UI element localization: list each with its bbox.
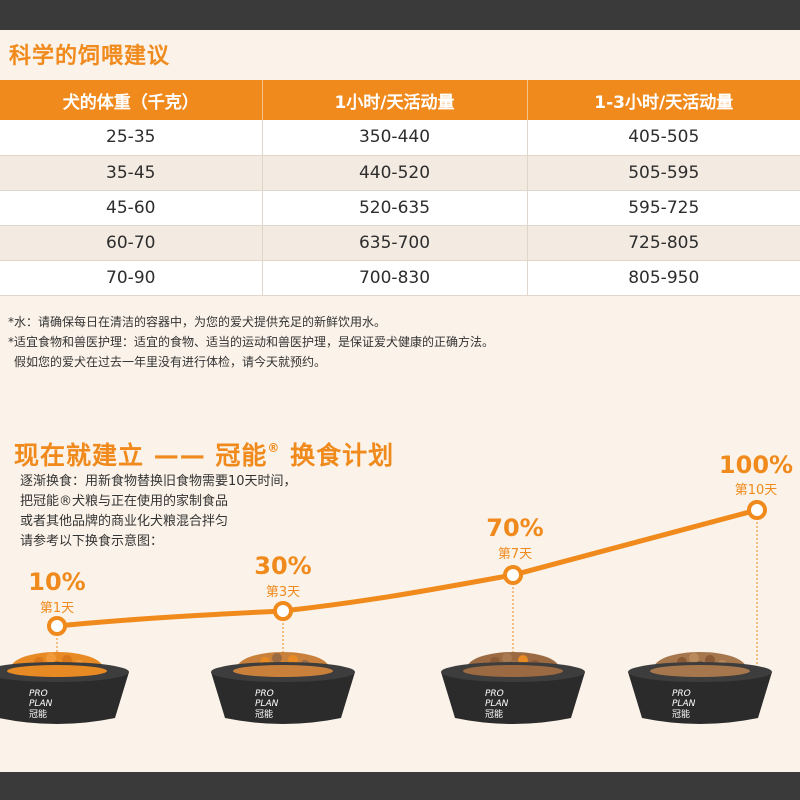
note-checkup: 假如您的爱犬在过去一年里没有进行体检，请今天就预约。 [14, 355, 327, 369]
stage-marker [503, 565, 523, 585]
table-header-row: 犬的体重（千克） 1小时/天活动量 1-3小时/天活动量 [0, 80, 800, 120]
cell-weight: 35-45 [0, 155, 262, 191]
header-weight: 犬的体重（千克） [0, 80, 262, 120]
registered-mark: ® [267, 441, 281, 455]
bowl-3: PRO PLAN 冠能 [441, 652, 585, 724]
note-care: *适宜食物和兽医护理：适宜的食物、适当的运动和兽医护理，是保证爱犬健康的正确方法… [8, 335, 495, 349]
feeding-title: 科学的饲喂建议 [9, 44, 171, 69]
bowl-brand-plan: PLAN [255, 699, 279, 709]
stage-percent: 10% [28, 568, 86, 596]
header-activity-1-3h: 1-3小时/天活动量 [526, 80, 800, 120]
bowl-brand-name: 冠能 [672, 708, 690, 720]
top-band [0, 0, 800, 30]
bowl-brand-pro: PRO [255, 689, 274, 699]
stage-marker [47, 616, 67, 636]
cell-1-3h: 725-805 [526, 225, 800, 261]
plan-title-suffix: 换食计划 [280, 441, 395, 470]
desc-line: 逐渐换食：用新食物替换旧食物需要10天时间， [20, 474, 297, 489]
cell-1-3h: 595-725 [526, 190, 800, 226]
desc-line: 请参考以下换食示意图： [20, 534, 164, 549]
stage-marker [273, 601, 293, 621]
bowl-brand-name: 冠能 [255, 708, 273, 720]
cell-weight: 60-70 [0, 225, 262, 261]
cell-weight: 70-90 [0, 260, 262, 296]
transition-curve [54, 507, 760, 629]
bowl-2: PRO PLAN 冠能 [211, 652, 355, 724]
cell-1h: 635-700 [261, 225, 527, 261]
bowl-brand-plan: PLAN [672, 699, 696, 709]
desc-line: 把冠能®犬粮与正在使用的家制食品 [20, 494, 229, 509]
cell-1h: 440-520 [261, 155, 527, 191]
cell-weight: 25-35 [0, 120, 262, 156]
bowl-1: PRO PLAN 冠能 [0, 652, 129, 724]
table-row: 45-60 520-635 595-725 [0, 190, 800, 226]
stage-marker [747, 500, 767, 520]
cell-1h: 350-440 [261, 120, 527, 156]
cell-1-3h: 405-505 [526, 120, 800, 156]
table-row: 70-90 700-830 805-950 [0, 260, 800, 296]
bowl-4: PRO PLAN 冠能 [628, 652, 772, 724]
cell-1-3h: 505-595 [526, 155, 800, 191]
cell-weight: 45-60 [0, 190, 262, 226]
cell-1h: 700-830 [261, 260, 527, 296]
header-activity-1h: 1小时/天活动量 [261, 80, 527, 120]
feeding-table: 犬的体重（千克） 1小时/天活动量 1-3小时/天活动量 25-35 350-4… [0, 80, 800, 296]
bowl-brand-name: 冠能 [29, 708, 47, 720]
plan-title: 现在就建立 —— 冠能® 换食计划 [14, 436, 394, 472]
plan-title-prefix: 现在就建立 —— 冠能 [14, 441, 268, 470]
stage-day: 第3天 [265, 585, 301, 600]
bowl-brand-plan: PLAN [485, 699, 509, 709]
bottom-band [0, 772, 800, 800]
table-row: 35-45 440-520 505-595 [0, 155, 800, 191]
table-row: 25-35 350-440 405-505 [0, 120, 800, 156]
stage-percent: 30% [254, 552, 312, 580]
bowl-brand-pro: PRO [485, 689, 504, 699]
stage-day: 第1天 [39, 601, 75, 616]
cell-1h: 520-635 [261, 190, 527, 226]
cell-1-3h: 805-950 [526, 260, 800, 296]
stage-day: 第7天 [497, 547, 533, 562]
bowl-brand-pro: PRO [29, 689, 48, 699]
stage-percent: 100% [718, 451, 794, 479]
table-row: 60-70 635-700 725-805 [0, 225, 800, 261]
desc-line: 或者其他品牌的商业化犬粮混合拌匀 [20, 514, 229, 529]
note-water: *水：请确保每日在清洁的容器中，为您的爱犬提供充足的新鲜饮用水。 [8, 315, 387, 329]
bowl-brand-name: 冠能 [485, 708, 503, 720]
transition-chart: PRO PLAN 冠能 PRO PLAN 冠能 PRO PLAN 冠能 PRO … [0, 500, 772, 724]
stage-percent: 70% [486, 514, 544, 542]
feeding-notes: *水：请确保每日在清洁的容器中，为您的爱犬提供充足的新鲜饮用水。 *适宜食物和兽… [8, 312, 494, 372]
stage-day: 第10天 [734, 483, 778, 498]
bowl-brand-plan: PLAN [29, 699, 53, 709]
bowl-brand-pro: PRO [672, 689, 691, 699]
plan-description: 逐渐换食：用新食物替换旧食物需要10天时间， 把冠能®犬粮与正在使用的家制食品 … [20, 472, 297, 552]
